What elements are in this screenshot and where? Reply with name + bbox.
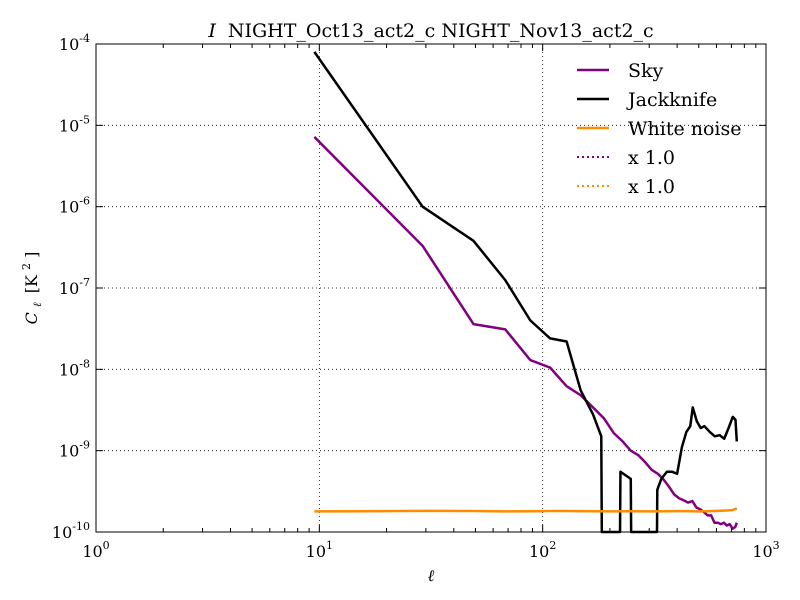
y-tick-exponent: -7 xyxy=(79,276,90,289)
y-tick-label: 10-7 xyxy=(59,276,90,298)
y-tick-base: 10 xyxy=(59,279,79,298)
y-tick-base: 10 xyxy=(59,442,79,461)
chart-title-main: NIGHT_Oct13_act2_c NIGHT_Nov13_act2_c xyxy=(228,20,654,42)
x-tick-label: 103 xyxy=(752,539,779,561)
legend-label: White noise xyxy=(628,118,742,140)
y-tick-base: 10 xyxy=(52,523,72,542)
x-tick-base: 10 xyxy=(306,542,326,561)
series-layer xyxy=(313,51,739,534)
y-axis-label-units-end: ] xyxy=(22,252,41,258)
y-tick-base: 10 xyxy=(59,116,79,135)
x-tick-base: 10 xyxy=(529,542,549,561)
x-tick-exponent: 3 xyxy=(773,539,780,552)
y-tick-exponent: -6 xyxy=(79,195,90,208)
grid-layer xyxy=(96,44,766,532)
y-tick-label: 10-5 xyxy=(59,113,90,135)
legend-label: Jackknife xyxy=(626,89,717,111)
ticks-layer xyxy=(95,43,767,533)
series-line-jackknife xyxy=(313,51,739,534)
legend-label: x 1.0 xyxy=(628,147,675,169)
y-tick-exponent: -10 xyxy=(72,520,90,533)
y-tick-label: 10-8 xyxy=(59,357,90,379)
y-axis-label: C ℓ [K 2 ] xyxy=(15,252,45,325)
x-tick-base: 10 xyxy=(752,542,772,561)
y-tick-label: 10-6 xyxy=(59,195,90,217)
x-tick-exponent: 2 xyxy=(549,539,556,552)
legend: Sky Jackknife White noise x 1.0 x 1.0 xyxy=(577,60,742,198)
legend-label: x 1.0 xyxy=(628,176,675,198)
y-tick-label: 10-4 xyxy=(59,32,90,54)
y-tick-base: 10 xyxy=(59,198,79,217)
y-axis-label-units: [K xyxy=(22,274,41,293)
x-tick-base: 10 xyxy=(82,542,102,561)
y-tick-exponent: -4 xyxy=(79,32,90,45)
x-tick-label: 100 xyxy=(82,539,109,561)
x-tick-exponent: 0 xyxy=(103,539,110,552)
y-tick-exponent: -5 xyxy=(79,113,90,126)
chart-title: I NIGHT_Oct13_act2_c NIGHT_Nov13_act2_c xyxy=(207,20,653,42)
x-axis-label: ℓ xyxy=(428,566,435,585)
chart-title-prefix: I xyxy=(207,20,216,42)
y-tick-exponent: -8 xyxy=(79,357,90,370)
x-tick-label: 101 xyxy=(306,539,333,561)
y-tick-base: 10 xyxy=(59,35,79,54)
series-line-sky xyxy=(313,136,738,530)
y-tick-label: 10-9 xyxy=(59,439,90,461)
y-tick-exponent: -9 xyxy=(79,439,90,452)
y-tick-base: 10 xyxy=(59,360,79,379)
legend-label: Sky xyxy=(628,60,664,82)
series-line-white-noise xyxy=(314,507,738,513)
y-axis-label-subscript: ℓ xyxy=(31,302,44,307)
x-tick-exponent: 1 xyxy=(326,539,333,552)
x-tick-label: 102 xyxy=(529,539,556,561)
tick-labels-layer: 100 101 102 10310-1010-910-810-710-610-510-… xyxy=(52,32,780,561)
y-tick-label: 10-10 xyxy=(52,520,90,542)
y-axis-label-symbol: C xyxy=(22,312,41,324)
y-axis-label-units-sup: 2 xyxy=(20,263,33,270)
